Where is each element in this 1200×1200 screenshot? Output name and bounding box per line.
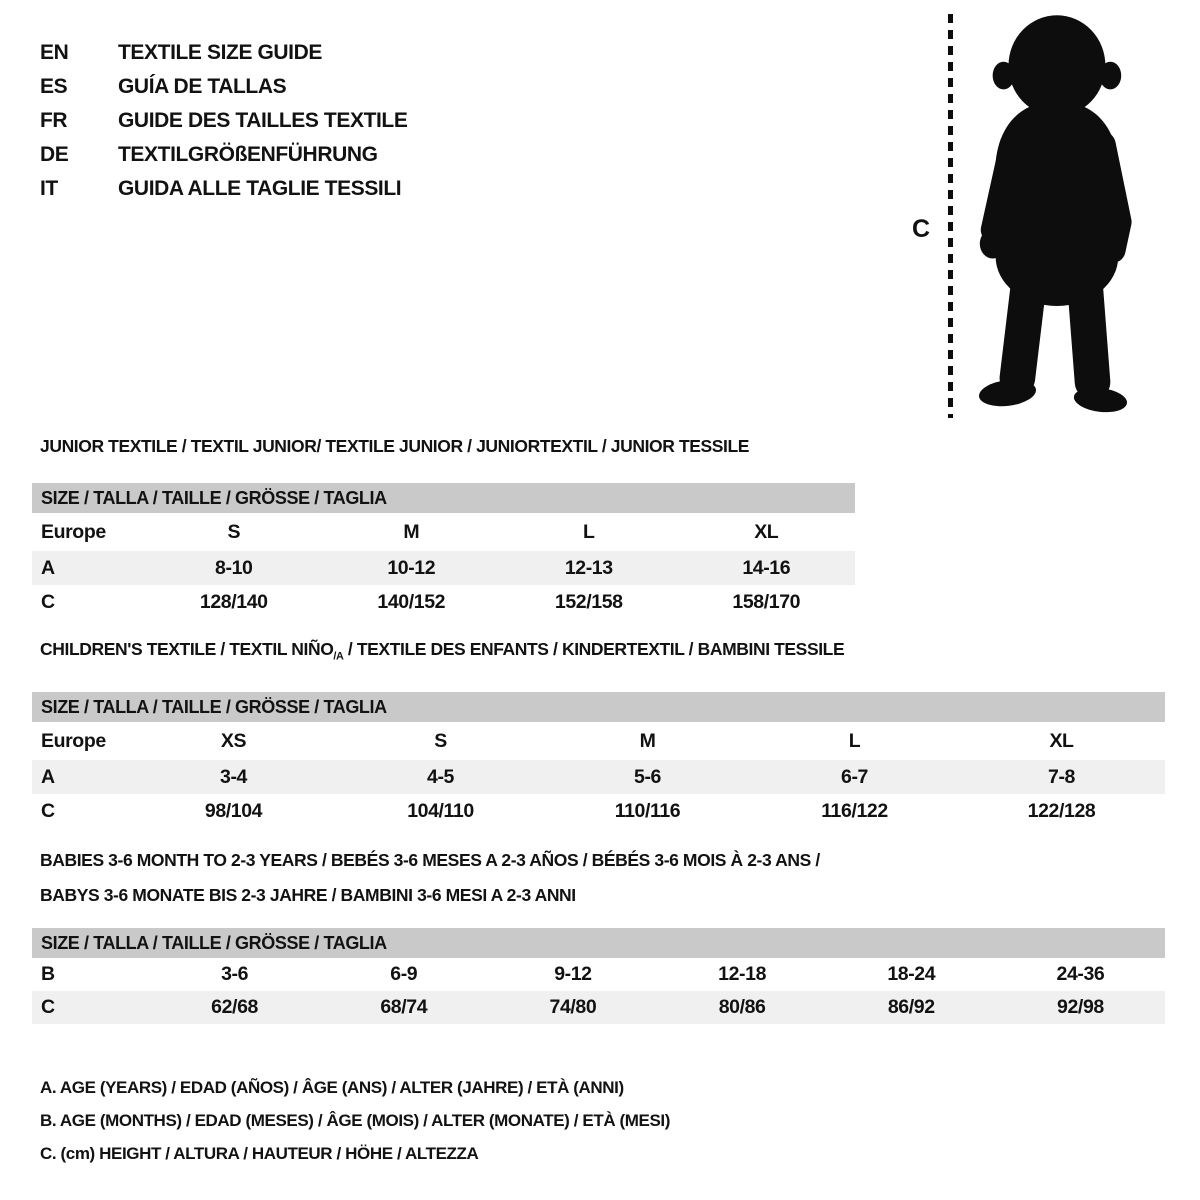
height-value: 110/116: [614, 799, 681, 822]
measure-legend: A. AGE (YEARS) / EDAD (AÑOS) / ÂGE (ANS)…: [40, 1071, 670, 1170]
age-value: 14-16: [742, 556, 791, 579]
height-value: 122/128: [1027, 799, 1096, 822]
height-value: 116/122: [821, 799, 888, 822]
size-col: XL: [1049, 729, 1074, 752]
legend-height-cm: C. (cm) HEIGHT / ALTURA / HAUTEUR / HÖHE…: [40, 1144, 479, 1163]
children-section-title: CHILDREN'S TEXTILE / TEXTIL NIÑO/A / TEX…: [40, 639, 845, 663]
junior-columns-row: Europe S M L XL: [32, 513, 855, 551]
age-value: 8-10: [215, 556, 253, 579]
height-value: 140/152: [377, 590, 446, 613]
height-value: 158/170: [732, 590, 801, 613]
babies-months-row: B 3-6 6-9 9-12 12-18 18-24 24-36: [32, 958, 1165, 991]
babies-section-title: BABIES 3-6 MONTH TO 2-3 YEARS / BEBÉS 3-…: [40, 843, 820, 913]
lang-title: TEXTILGRÖßENFÜHRUNG: [118, 143, 378, 166]
age-value: 6-7: [841, 765, 868, 788]
row-key: A: [41, 765, 55, 788]
months-value: 12-18: [718, 963, 767, 985]
lang-code: DE: [40, 143, 69, 166]
height-value: 128/140: [199, 590, 268, 613]
size-col: M: [639, 729, 656, 752]
height-value: 74/80: [549, 996, 597, 1018]
lang-row-de: DE TEXTILGRÖßENFÜHRUNG: [40, 138, 407, 172]
row-key: C: [41, 799, 55, 822]
babies-title-line1: BABIES 3-6 MONTH TO 2-3 YEARS / BEBÉS 3-…: [40, 850, 820, 870]
babies-title-line2: BABYS 3-6 MONATE BIS 2-3 JAHRE / BAMBINI…: [40, 885, 576, 905]
children-height-row: C 98/104 104/110 110/116 116/122 122/128: [32, 794, 1165, 828]
children-size-header: SIZE / TALLA / TAILLE / GRÖSSE / TAGLIA: [32, 692, 1165, 722]
height-value: 86/92: [887, 996, 935, 1018]
months-value: 24-36: [1056, 963, 1105, 985]
lang-title: TEXTILE SIZE GUIDE: [118, 41, 322, 64]
row-key: A: [41, 556, 55, 579]
age-value: 3-4: [220, 765, 247, 788]
lang-code: ES: [40, 75, 68, 98]
children-age-row: A 3-4 4-5 5-6 6-7 7-8: [32, 760, 1165, 794]
language-title-list: EN TEXTILE SIZE GUIDE ES GUÍA DE TALLAS …: [40, 36, 408, 206]
months-value: 6-9: [390, 963, 418, 985]
lang-title: GUIDE DES TAILLES TEXTILE: [118, 109, 408, 132]
legend-age-years: A. AGE (YEARS) / EDAD (AÑOS) / ÂGE (ANS)…: [40, 1078, 624, 1097]
lang-title: GUÍA DE TALLAS: [118, 75, 287, 98]
lang-row-es: ES GUÍA DE TALLAS: [40, 70, 407, 104]
row-key: C: [41, 996, 55, 1018]
size-col: S: [434, 729, 447, 752]
size-col: S: [227, 520, 241, 543]
lang-row-en: EN TEXTILE SIZE GUIDE: [40, 36, 407, 70]
junior-age-row: A 8-10 10-12 12-13 14-16: [32, 551, 855, 585]
children-title-sub: /A: [333, 650, 344, 663]
junior-size-header: SIZE / TALLA / TAILLE / GRÖSSE / TAGLIA: [32, 483, 855, 513]
lang-code: EN: [40, 41, 69, 64]
lang-code: IT: [40, 177, 58, 200]
size-col: XS: [220, 729, 247, 752]
lang-code: FR: [40, 109, 68, 132]
height-value: 68/74: [380, 996, 428, 1018]
lang-title: GUIDA ALLE TAGLIE TESSILI: [118, 177, 402, 200]
size-col: M: [403, 520, 420, 543]
size-col: L: [848, 729, 861, 752]
age-value: 12-13: [564, 556, 613, 579]
children-size-table: SIZE / TALLA / TAILLE / GRÖSSE / TAGLIA …: [32, 692, 1165, 828]
height-value: 92/98: [1057, 996, 1104, 1018]
lang-row-fr: FR GUIDE DES TAILLES TEXTILE: [40, 104, 408, 138]
height-value: 62/68: [211, 996, 258, 1018]
children-title-suffix: / TEXTILE DES ENFANTS / KINDERTEXTIL / B…: [343, 639, 845, 659]
legend-age-months: B. AGE (MONTHS) / EDAD (MESES) / ÂGE (MO…: [40, 1111, 670, 1130]
height-dashed-line: [948, 14, 953, 418]
size-col: XL: [754, 520, 779, 543]
children-title-prefix: CHILDREN'S TEXTILE / TEXTIL NIÑO: [40, 639, 334, 659]
region-label: Europe: [41, 729, 106, 752]
age-value: 10-12: [387, 556, 436, 579]
region-label: Europe: [41, 520, 106, 543]
junior-height-row: C 128/140 140/152 152/158 158/170: [32, 585, 855, 619]
height-c-label: C: [912, 215, 930, 243]
junior-size-table: SIZE / TALLA / TAILLE / GRÖSSE / TAGLIA …: [32, 483, 855, 619]
height-value: 98/104: [204, 799, 263, 822]
age-value: 5-6: [634, 765, 661, 788]
height-value: 104/110: [407, 799, 474, 822]
age-value: 4-5: [427, 765, 454, 788]
height-value: 80/86: [718, 996, 766, 1018]
row-key: C: [41, 590, 55, 613]
months-value: 3-6: [221, 963, 249, 985]
months-value: 18-24: [887, 963, 936, 985]
size-col: L: [582, 520, 595, 543]
months-value: 9-12: [554, 963, 592, 985]
age-value: 7-8: [1048, 765, 1075, 788]
baby-silhouette-icon: [978, 15, 1132, 413]
row-key: B: [41, 963, 55, 985]
babies-height-row: C 62/68 68/74 74/80 80/86 86/92 92/98: [32, 991, 1165, 1024]
lang-row-it: IT GUIDA ALLE TAGLIE TESSILI: [40, 172, 407, 206]
height-value: 152/158: [554, 590, 623, 613]
children-columns-row: Europe XS S M L XL: [32, 722, 1165, 760]
babies-size-header: SIZE / TALLA / TAILLE / GRÖSSE / TAGLIA: [32, 928, 1165, 958]
junior-section-title: JUNIOR TEXTILE / TEXTIL JUNIOR/ TEXTILE …: [40, 436, 750, 456]
babies-size-table: SIZE / TALLA / TAILLE / GRÖSSE / TAGLIA …: [32, 928, 1165, 1024]
